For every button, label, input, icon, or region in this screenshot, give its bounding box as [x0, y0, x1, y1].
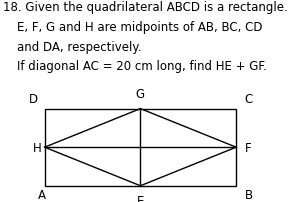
- Text: E: E: [137, 194, 144, 202]
- Text: F: F: [245, 141, 251, 154]
- Text: If diagonal AC = 20 cm long, find HE + GF.: If diagonal AC = 20 cm long, find HE + G…: [17, 60, 267, 73]
- Text: and DA, respectively.: and DA, respectively.: [17, 40, 142, 53]
- Text: G: G: [136, 88, 145, 101]
- Text: H: H: [33, 141, 42, 154]
- Bar: [45, 109, 236, 186]
- Text: 18. Given the quadrilateral ABCD is a rectangle.: 18. Given the quadrilateral ABCD is a re…: [3, 1, 288, 14]
- Text: E, F, G and H are midpoints of AB, BC, CD: E, F, G and H are midpoints of AB, BC, C…: [17, 21, 263, 34]
- Text: A: A: [37, 188, 46, 201]
- Text: D: D: [29, 92, 38, 105]
- Text: B: B: [245, 188, 253, 201]
- Text: C: C: [245, 92, 253, 105]
